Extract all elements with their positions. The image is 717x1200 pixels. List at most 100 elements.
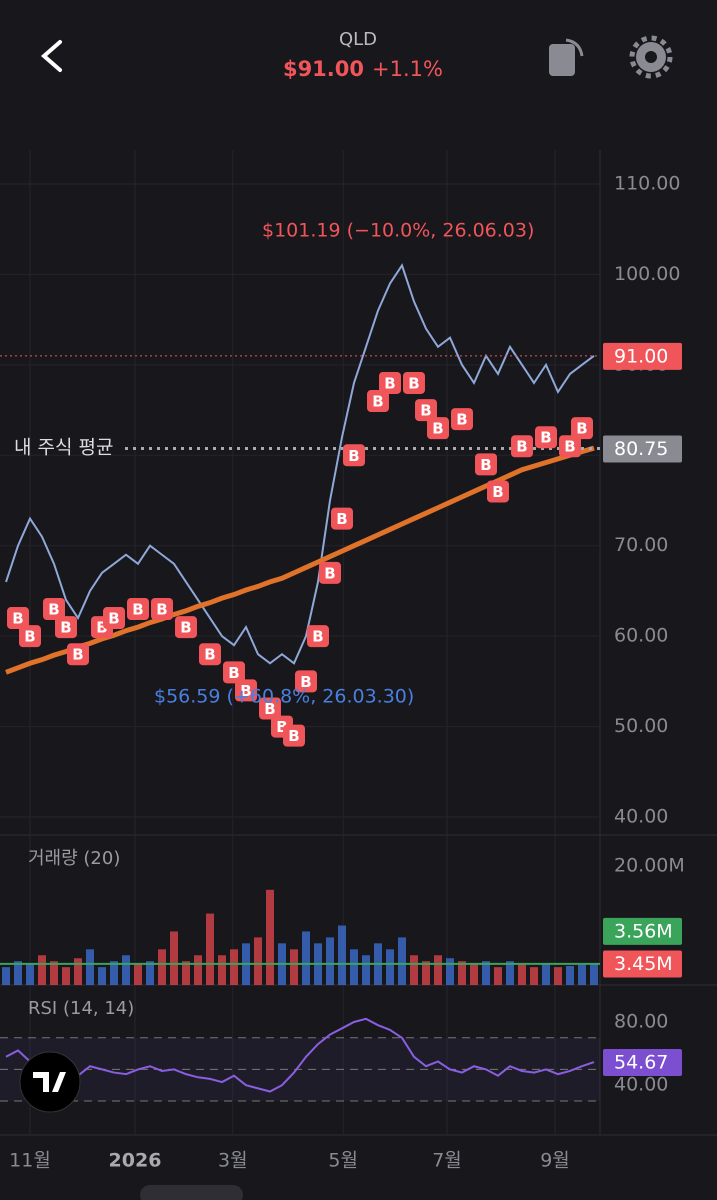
buy-marker-label: B [324, 564, 335, 582]
buy-marker-label: B [372, 393, 383, 411]
buy-marker [427, 417, 449, 440]
buy-marker-label: B [264, 700, 275, 718]
buy-marker-label: B [156, 601, 167, 619]
volume-bar [482, 961, 490, 985]
volume-bar [290, 949, 298, 985]
rotate-button[interactable] [549, 38, 584, 76]
y-tick-label: 110.00 [614, 173, 680, 195]
symbol: QLD [339, 29, 377, 50]
change: +1.1% [372, 57, 443, 81]
peak-label: $101.19 (−10.0%, 26.06.03) [262, 220, 534, 242]
volume-bar [38, 955, 46, 985]
buy-marker [307, 625, 329, 648]
back-button[interactable] [40, 40, 62, 72]
buy-marker [55, 616, 77, 639]
buy-marker-label: B [12, 610, 23, 628]
buy-marker-label: B [576, 420, 587, 438]
rsi-line [5, 1017, 595, 1093]
y-tick-label: 50.00 [614, 715, 668, 737]
volume-ma-label: 3.56M [614, 920, 673, 942]
buy-marker [103, 607, 125, 630]
buy-marker-label: B [492, 483, 503, 501]
buy-marker-label: B [108, 610, 119, 628]
buy-marker-label: B [48, 601, 59, 619]
x-tick-label: 7월 [432, 1150, 462, 1172]
buy-marker-label: B [564, 438, 575, 456]
volume-bar [170, 931, 178, 985]
buy-marker [259, 697, 281, 720]
volume-tick-label: 20.00M [614, 855, 685, 877]
buy-marker-label: B [456, 411, 467, 429]
price-line [5, 263, 595, 665]
buy-marker [415, 399, 437, 422]
buy-marker-label: B [72, 646, 83, 664]
x-tick-label: 9월 [540, 1150, 570, 1172]
volume-bar [122, 955, 130, 985]
buy-marker [511, 435, 533, 458]
buy-marker-label: B [384, 374, 395, 392]
volume-bar [518, 964, 526, 985]
scroll-handle[interactable] [140, 1185, 243, 1200]
x-tick-label: 5월 [328, 1150, 358, 1172]
volume-bar [86, 949, 94, 985]
buy-marker-label: B [480, 456, 491, 474]
x-tick-label: 2026 [109, 1150, 162, 1172]
buy-marker-label: B [228, 664, 239, 682]
buy-marker [559, 435, 581, 458]
buy-marker-label: B [96, 619, 107, 637]
volume-bar [134, 964, 142, 985]
volume-bar [98, 967, 106, 985]
volume-bar [470, 964, 478, 985]
x-tick-label: 11월 [9, 1150, 51, 1172]
buy-marker-label: B [60, 619, 71, 637]
volume-bar [350, 949, 358, 985]
volume-bar [446, 958, 454, 985]
buy-marker-label: B [348, 447, 359, 465]
tradingview-logo[interactable] [19, 1051, 81, 1113]
settings-button[interactable] [629, 35, 673, 79]
volume-bar [542, 964, 550, 985]
volume-bar [590, 964, 598, 985]
volume-bar [362, 955, 370, 985]
rsi-title: RSI (14, 14) [28, 998, 134, 1019]
buy-marker [7, 607, 29, 630]
average-label: 내 주식 평균 [14, 437, 113, 459]
volume-bar [110, 961, 118, 985]
volume-bar [326, 937, 334, 985]
buy-marker [199, 643, 221, 666]
buy-marker-label: B [336, 510, 347, 528]
rsi-tick-label: 80.00 [614, 1011, 668, 1033]
volume-bar [14, 961, 22, 985]
volume-label-box [603, 950, 682, 978]
volume-bar [194, 955, 202, 985]
x-tick-label: 3월 [218, 1150, 248, 1172]
buy-marker [283, 724, 305, 747]
volume-bar [554, 967, 562, 985]
buy-marker [67, 643, 89, 666]
volume-bar [338, 925, 346, 985]
current-price-label-box [603, 342, 682, 370]
volume-bar [566, 965, 574, 985]
buy-marker-label: B [300, 673, 311, 691]
buy-marker [475, 453, 497, 476]
volume-bar [158, 949, 166, 985]
volume-bar [218, 955, 226, 985]
buy-marker [295, 670, 317, 693]
volume-bar [254, 937, 262, 985]
buy-marker [487, 480, 509, 503]
buy-marker-label: B [540, 429, 551, 447]
volume-bar [398, 937, 406, 985]
y-tick-label: 70.00 [614, 534, 668, 556]
buy-marker-label: B [132, 601, 143, 619]
volume-bar [386, 949, 394, 985]
rsi-tick-label: 40.00 [614, 1074, 668, 1096]
chart: 11월 2026 3월 5월 7월 9월 40.00 50.00 60.00 70.00 80.00… [0, 150, 717, 1172]
buy-marker-label: B [180, 619, 191, 637]
buy-marker [343, 444, 365, 467]
buy-marker-label: B [432, 420, 443, 438]
buy-marker-label: B [408, 374, 419, 392]
buy-marker [175, 616, 197, 639]
buy-marker [451, 408, 473, 431]
